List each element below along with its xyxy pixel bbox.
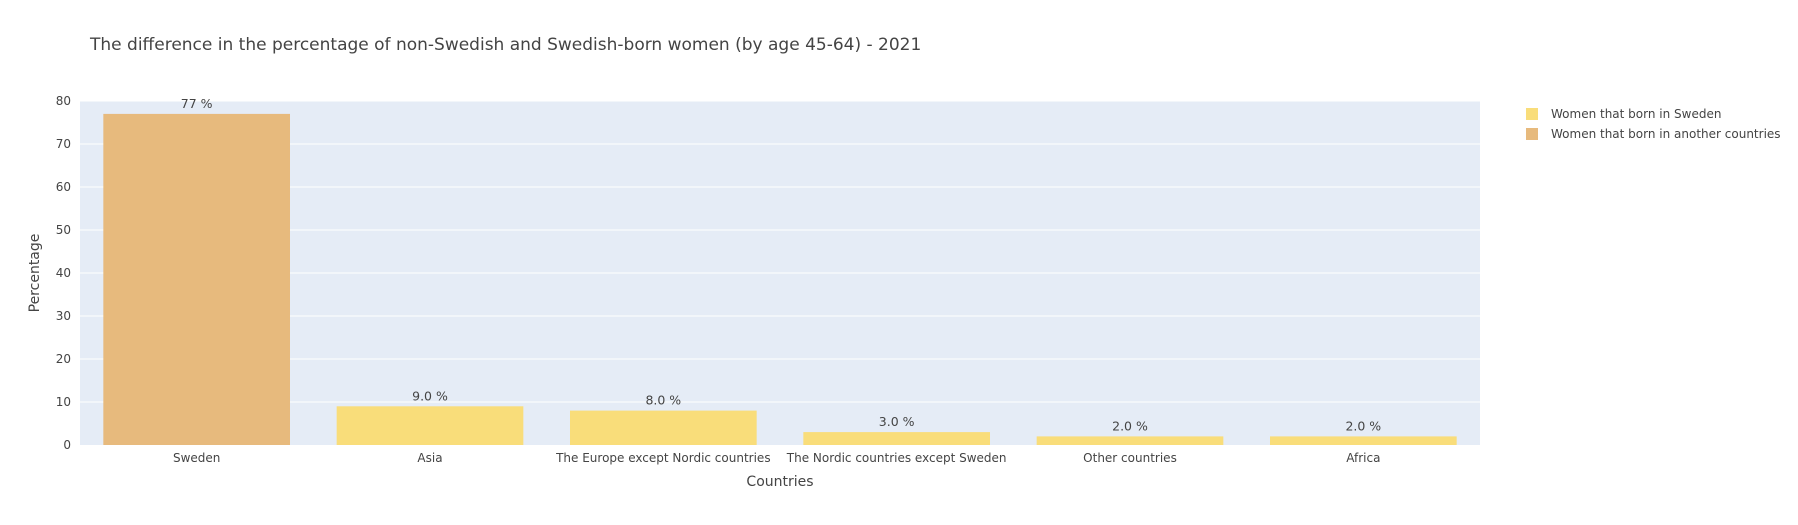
- bar[interactable]: [103, 113, 290, 446]
- y-tick-label: 60: [56, 180, 71, 194]
- legend[interactable]: Women that born in Sweden Women that born…: [1526, 107, 1781, 141]
- y-tick-label: 70: [56, 137, 71, 151]
- y-tick-label: 20: [56, 352, 71, 366]
- x-tick-label: Sweden: [173, 451, 220, 465]
- y-tick-label: 0: [63, 438, 71, 452]
- legend-item[interactable]: Women that born in Sweden: [1526, 107, 1721, 121]
- y-tick-label: 10: [56, 395, 71, 409]
- x-tick-label: The Nordic countries except Sweden: [786, 451, 1007, 465]
- y-axis-title: Percentage: [27, 234, 43, 313]
- legend-label: Women that born in another countries: [1551, 127, 1781, 141]
- bar-value-label: 3.0 %: [879, 414, 915, 429]
- bar-value-label: 2.0 %: [1345, 418, 1381, 433]
- bar[interactable]: [1270, 436, 1457, 445]
- bar-value-label: 8.0 %: [645, 393, 681, 408]
- y-tick-label: 50: [56, 223, 71, 237]
- bar-value-label: 2.0 %: [1112, 418, 1148, 433]
- x-tick-label: Asia: [417, 451, 442, 465]
- x-tick-label: Africa: [1346, 451, 1380, 465]
- y-tick-label: 80: [56, 94, 71, 108]
- x-axis-ticks: Sweden Asia The Europe except Nordic count…: [173, 451, 1380, 465]
- bar[interactable]: [1036, 436, 1224, 445]
- legend-item[interactable]: Women that born in another countries: [1526, 127, 1781, 141]
- bars: [103, 113, 1457, 446]
- bar[interactable]: [803, 432, 990, 445]
- legend-swatch: [1526, 108, 1538, 120]
- bar-data-labels: 77 % 9.0 % 8.0 % 3.0 % 2.0 % 2.0 %: [181, 96, 1382, 433]
- y-tick-label: 30: [56, 309, 71, 323]
- legend-swatch: [1526, 128, 1538, 140]
- grid-lines: [80, 100, 1480, 403]
- x-tick-label: Other countries: [1083, 451, 1177, 465]
- x-tick-label: The Europe except Nordic countries: [555, 451, 771, 465]
- y-axis-ticks: 0 10 20 30 40 50 60 70 80: [56, 94, 71, 452]
- x-axis-title: Countries: [746, 474, 813, 490]
- chart-title: The difference in the percentage of non-…: [89, 35, 921, 55]
- legend-label: Women that born in Sweden: [1551, 107, 1721, 121]
- bar[interactable]: [336, 406, 524, 445]
- bar-value-label: 77 %: [181, 96, 213, 111]
- y-tick-label: 40: [56, 266, 71, 280]
- bar-value-label: 9.0 %: [412, 388, 448, 403]
- bar[interactable]: [570, 410, 757, 445]
